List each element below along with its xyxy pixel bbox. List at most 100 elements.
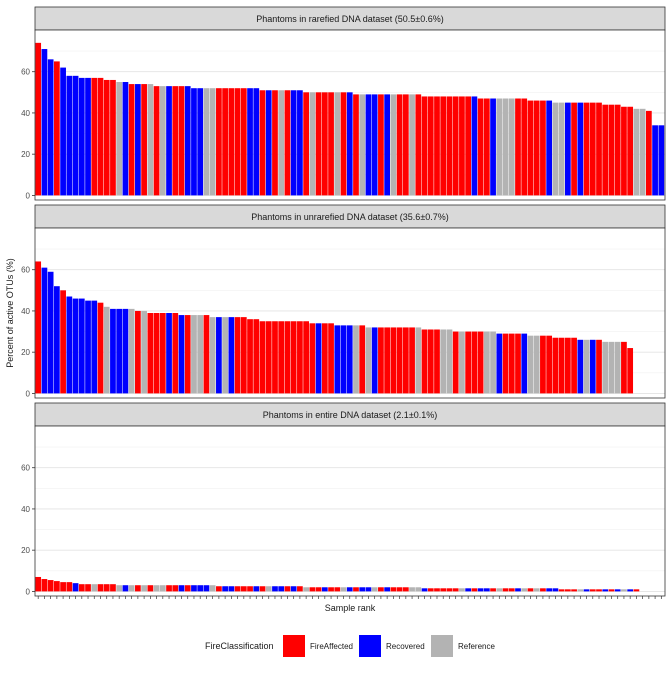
bar: [72, 583, 79, 592]
bar: [297, 321, 303, 394]
bar: [515, 333, 521, 394]
bar: [359, 587, 366, 592]
bar: [427, 96, 434, 196]
facet-title: Phantoms in unrarefied DNA dataset (35.6…: [251, 212, 449, 222]
bar: [627, 589, 634, 592]
bar: [533, 335, 540, 394]
bar: [378, 327, 384, 394]
bar: [54, 581, 60, 592]
bar: [621, 589, 627, 592]
bar: [153, 313, 160, 394]
bar: [390, 327, 397, 394]
bar: [459, 331, 465, 394]
bar: [234, 317, 241, 394]
bar: [203, 585, 210, 592]
bar: [521, 333, 528, 394]
y-tick-label: 40: [21, 505, 30, 514]
bar: [166, 86, 172, 196]
panel-border: [34, 29, 666, 201]
bar: [35, 261, 42, 394]
bar: [147, 585, 154, 592]
bar: [452, 588, 459, 592]
bar: [402, 327, 409, 394]
bar: [608, 104, 615, 196]
bar: [141, 585, 147, 592]
bar: [103, 79, 110, 196]
bar: [172, 86, 179, 196]
bar: [527, 100, 534, 196]
bar: [471, 96, 478, 196]
bar: [315, 92, 322, 196]
bar: [41, 579, 48, 592]
y-tick-label: 20: [21, 348, 30, 357]
bar: [216, 88, 222, 196]
bar: [546, 335, 553, 394]
bar: [415, 327, 422, 394]
bar: [390, 94, 397, 196]
bar: [645, 110, 652, 196]
bar: [72, 75, 79, 196]
bar: [346, 325, 353, 394]
bar: [483, 588, 490, 592]
bar: [340, 587, 347, 592]
bar: [272, 321, 278, 394]
bar: [490, 98, 496, 196]
bar: [97, 584, 104, 592]
bar: [228, 317, 235, 394]
bar: [234, 586, 241, 592]
bar: [558, 102, 565, 196]
bar: [452, 331, 459, 394]
bar: [471, 331, 478, 394]
bar: [35, 576, 42, 592]
bar: [321, 323, 328, 394]
bar: [97, 302, 104, 394]
bar: [564, 589, 571, 592]
bar: [328, 323, 334, 394]
y-tick-label: 60: [21, 266, 30, 275]
y-tick-label: 0: [26, 191, 31, 200]
bar: [614, 104, 621, 196]
bar: [633, 589, 640, 592]
bar: [415, 587, 422, 592]
bar: [421, 329, 428, 394]
bar: [346, 92, 353, 196]
bar: [409, 327, 415, 394]
bar: [78, 584, 85, 592]
bar: [390, 587, 397, 592]
bar: [85, 584, 91, 592]
bar: [234, 88, 241, 196]
bar: [521, 98, 528, 196]
bar: [228, 586, 235, 592]
bar: [191, 88, 197, 196]
bar: [135, 310, 141, 394]
bar: [652, 125, 658, 196]
bar: [197, 88, 204, 196]
bar: [203, 88, 210, 196]
bar: [85, 77, 91, 196]
bar: [116, 82, 123, 196]
legend-title: FireClassification: [205, 641, 274, 651]
bar: [184, 585, 191, 592]
bar: [483, 98, 490, 196]
bar: [427, 329, 434, 394]
bar: [216, 586, 222, 592]
bar: [141, 84, 147, 196]
bar: [602, 104, 609, 196]
bar: [465, 96, 472, 196]
bar: [66, 582, 73, 592]
bar: [259, 321, 266, 394]
bar: [110, 584, 116, 592]
bar: [558, 337, 565, 394]
bar: [66, 296, 73, 394]
bar: [602, 589, 609, 592]
bar: [172, 585, 179, 592]
bar: [365, 94, 372, 196]
bar: [247, 88, 253, 196]
bar: [515, 98, 521, 196]
bar: [253, 319, 260, 394]
bar: [589, 589, 596, 592]
bar: [434, 96, 440, 196]
bar: [471, 588, 478, 592]
